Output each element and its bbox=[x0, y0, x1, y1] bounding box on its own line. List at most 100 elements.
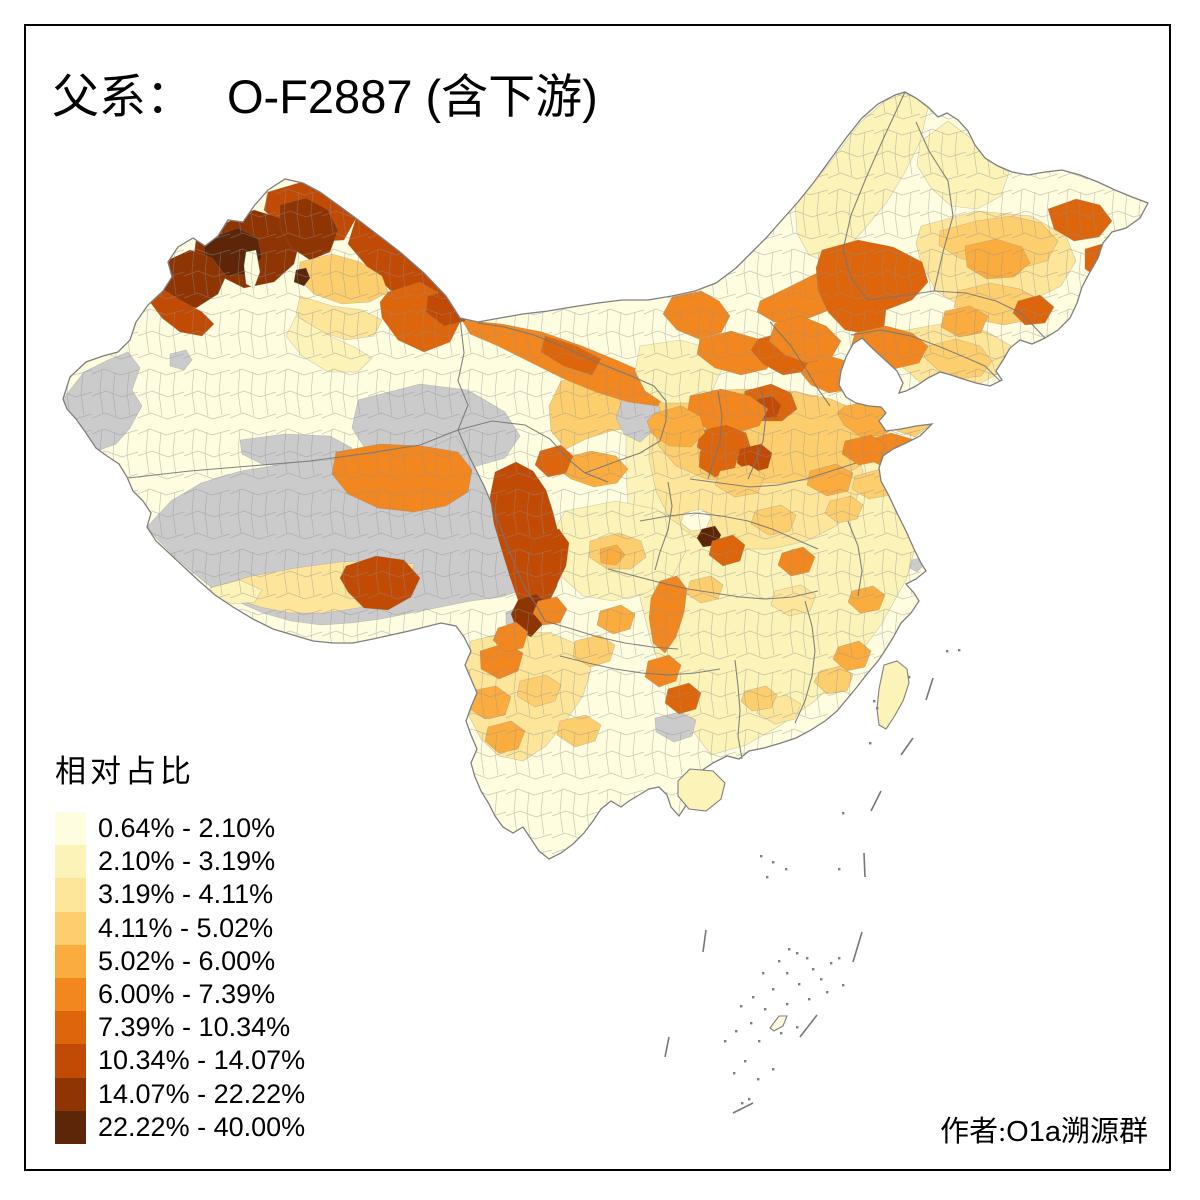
island-speck bbox=[758, 1040, 761, 1043]
legend-swatch bbox=[55, 1077, 86, 1111]
legend-swatch bbox=[55, 845, 86, 879]
legend-swatch bbox=[55, 1011, 86, 1045]
island-speck bbox=[735, 1030, 738, 1033]
legend-label: 4.11% - 5.02% bbox=[98, 912, 274, 943]
island-speck bbox=[780, 1032, 783, 1035]
boundary-dash bbox=[863, 852, 866, 878]
legend-swatch bbox=[55, 977, 86, 1012]
island-speck bbox=[842, 984, 845, 987]
island-speck bbox=[806, 957, 809, 960]
page-title: 父系： O-F2887 (含下游) bbox=[52, 58, 598, 127]
island-speck bbox=[744, 1060, 747, 1063]
province-border bbox=[794, 600, 816, 724]
legend-row: 14.07% - 22.22% bbox=[55, 1077, 306, 1111]
legend-label: 7.39% - 10.34% bbox=[98, 1012, 291, 1043]
island-speck bbox=[786, 972, 789, 975]
legend-label: 14.07% - 22.22% bbox=[98, 1078, 306, 1109]
island-speck bbox=[760, 855, 763, 858]
province-border bbox=[654, 481, 673, 571]
title-haplogroup: O-F2887 (含下游) bbox=[227, 70, 598, 123]
island-speck bbox=[741, 1102, 744, 1105]
small-island-island bbox=[769, 1015, 788, 1032]
boundary-dash bbox=[702, 929, 707, 953]
island-speck bbox=[778, 960, 781, 963]
province-border bbox=[559, 655, 721, 676]
legend-label: 2.10% - 3.19% bbox=[98, 846, 276, 877]
island-speck bbox=[869, 742, 872, 745]
taiwan-island bbox=[876, 660, 910, 730]
island-speck bbox=[786, 1003, 789, 1006]
island-speck bbox=[757, 1078, 760, 1081]
province-border bbox=[127, 429, 459, 479]
legend-row: 7.39% - 10.34% bbox=[55, 1011, 305, 1045]
island-speck bbox=[764, 1008, 767, 1011]
hainan-island bbox=[677, 768, 726, 812]
island-speck bbox=[785, 868, 788, 871]
province-border bbox=[689, 462, 857, 488]
legend-label: 0.64% - 2.10% bbox=[98, 813, 276, 844]
legend-row: 6.00% - 7.39% bbox=[55, 977, 305, 1012]
legend-swatch bbox=[55, 911, 86, 945]
legend-label: 10.34% - 14.07% bbox=[98, 1045, 306, 1076]
island-speck bbox=[762, 972, 765, 975]
island-speck bbox=[740, 1005, 743, 1008]
boundary-dash bbox=[900, 737, 914, 756]
island-speck bbox=[820, 978, 823, 981]
island-speck bbox=[830, 962, 833, 965]
legend-row: 3.19% - 4.11% bbox=[55, 878, 305, 912]
legend-label: 22.22% - 40.00% bbox=[98, 1111, 306, 1142]
legend-row: 10.34% - 14.07% bbox=[55, 1044, 306, 1078]
island-speck bbox=[826, 991, 829, 994]
legend-label: 5.02% - 6.00% bbox=[98, 945, 276, 976]
legend-label: 3.19% - 4.11% bbox=[98, 879, 274, 910]
legend-swatch bbox=[55, 812, 86, 846]
province-border bbox=[457, 317, 469, 431]
province-border bbox=[867, 290, 1046, 339]
legend: 相对占比 0.64% - 2.10% 2.10% - 3.19% 3.19% - 4… bbox=[55, 746, 305, 1144]
legend-label: 6.00% - 7.39% bbox=[98, 979, 276, 1010]
island-speck bbox=[808, 998, 811, 1001]
attribution-suffix: 溯源群 bbox=[1060, 1116, 1148, 1148]
island-speck bbox=[796, 952, 799, 955]
province-border bbox=[457, 429, 546, 622]
island-speck bbox=[873, 700, 876, 703]
island-speck bbox=[796, 1026, 799, 1029]
province-border bbox=[769, 321, 831, 407]
legend-row: 0.64% - 2.10% bbox=[55, 812, 305, 846]
island-speck bbox=[946, 650, 949, 653]
island-speck bbox=[724, 1040, 727, 1043]
island-speck bbox=[772, 988, 775, 991]
province-border bbox=[734, 659, 743, 760]
attribution: 作者:O1a溯源群 bbox=[940, 1108, 1148, 1150]
island-speck bbox=[798, 983, 801, 986]
island-speck bbox=[842, 812, 845, 815]
island-speck bbox=[733, 1072, 736, 1075]
legend-row: 22.22% - 40.00% bbox=[55, 1110, 306, 1144]
legend-title: 相对占比 bbox=[55, 754, 195, 789]
island-speck bbox=[838, 868, 841, 871]
legend-rows: 0.64% - 2.10% 2.10% - 3.19% 3.19% - 4.11% 4… bbox=[55, 812, 305, 1144]
province-border bbox=[915, 121, 954, 292]
boundary-dash bbox=[664, 1036, 670, 1058]
attribution-prefix: 作者: bbox=[940, 1116, 1007, 1148]
legend-swatch bbox=[55, 1110, 86, 1144]
boundary-dash bbox=[925, 677, 934, 701]
province-border bbox=[607, 568, 819, 600]
island-speck bbox=[766, 876, 769, 879]
island-speck bbox=[788, 948, 791, 951]
province-border bbox=[850, 329, 1001, 382]
legend-swatch bbox=[55, 944, 86, 978]
province-border bbox=[477, 322, 667, 474]
island-speck bbox=[958, 649, 961, 652]
island-speck bbox=[772, 861, 775, 864]
legend-swatch bbox=[55, 878, 86, 912]
legend-row: 4.11% - 5.02% bbox=[55, 911, 305, 945]
island-speck bbox=[876, 707, 879, 710]
island-speck bbox=[838, 957, 841, 960]
boundary-dash bbox=[870, 790, 882, 812]
island-speck bbox=[908, 676, 911, 679]
prefecture-texture bbox=[63, 92, 1148, 859]
boundary-dash bbox=[852, 931, 863, 963]
